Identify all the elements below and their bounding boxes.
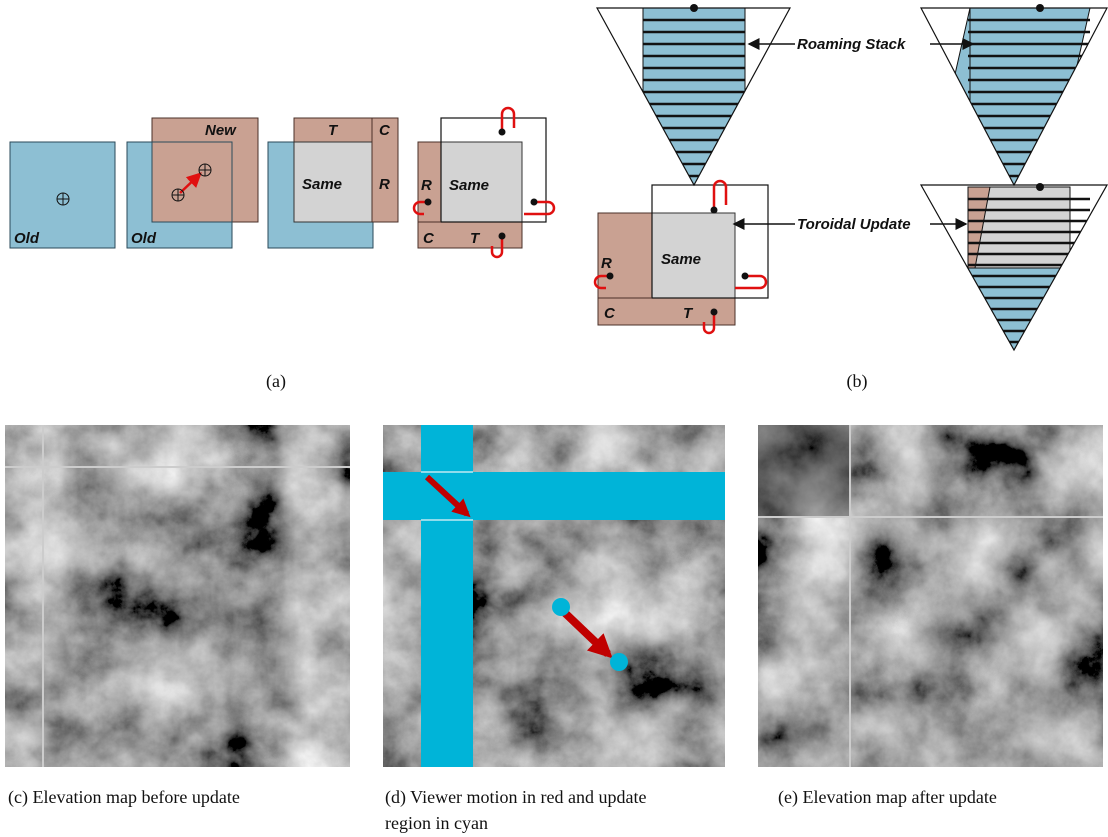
caption: (b): [847, 371, 868, 392]
panel-a-shape: [502, 108, 514, 132]
panel-b-shape: [711, 309, 718, 316]
panel-d-shape: [552, 598, 570, 616]
toroidal-update-label: Toroidal Update: [797, 216, 911, 233]
panel-c: (c) Elevation map before update: [5, 425, 350, 808]
panel-a-shape: [524, 202, 554, 214]
panel-a-shape: [425, 199, 432, 206]
caption: (e) Elevation map after update: [778, 787, 997, 808]
tile-label: Old: [14, 230, 40, 247]
caption: (c) Elevation map before update: [8, 787, 240, 808]
panel-b-shape-shape: [930, 8, 1090, 185]
caption: (d) Viewer motion in red and update: [385, 787, 647, 808]
panel-c-shape: [5, 425, 350, 767]
tile-label: R: [421, 177, 432, 194]
tile-label: Same: [302, 176, 342, 193]
tile-label: Same: [661, 251, 701, 268]
tile-label: C: [379, 122, 391, 139]
caption: region in cyan: [385, 813, 488, 833]
tile-label: Old: [131, 230, 157, 247]
panel-e: (e) Elevation map after update: [758, 425, 1103, 808]
figure: Old New Old T C Same R R Same C T (a): [0, 0, 1108, 837]
tile-label: R: [379, 176, 390, 193]
panel-b-shape: [735, 276, 766, 288]
panel-d-shape: [610, 653, 628, 671]
panel-d-shape: [383, 472, 725, 520]
panel-b: Roaming Stack R Same C T Toroidal Update…: [595, 4, 1107, 392]
tile-label: C: [604, 305, 616, 322]
panel-a-shape: [499, 233, 506, 240]
panel-b-shape: [690, 4, 698, 12]
panel-a-shape: [531, 199, 538, 206]
roaming-stack-label: Roaming Stack: [797, 36, 906, 53]
tile-label: New: [205, 122, 237, 139]
panel-e-shape: [758, 425, 850, 517]
panel-d: (d) Viewer motion in red and update regi…: [383, 425, 725, 833]
panel-b-shape: [968, 187, 1090, 357]
panel-b-shape: [607, 273, 614, 280]
panel-b-shape: [711, 207, 718, 214]
panel-b-shape: [742, 273, 749, 280]
panel-a-shape: [499, 129, 506, 136]
panel-b-shape-shape: [643, 8, 745, 188]
panel-b-shape: [1036, 183, 1044, 191]
tile-label: C: [423, 230, 435, 247]
panel-b-shape: [1036, 4, 1044, 12]
panel-a: Old New Old T C Same R R Same C T (a): [10, 108, 554, 392]
tile-label: R: [601, 255, 612, 272]
figure-page: Old New Old T C Same R R Same C T (a): [0, 0, 1108, 837]
panel-b-shape: [930, 8, 1090, 185]
tile-label: Same: [449, 177, 489, 194]
caption: (a): [266, 371, 286, 392]
panel-b-shape: [643, 8, 745, 188]
